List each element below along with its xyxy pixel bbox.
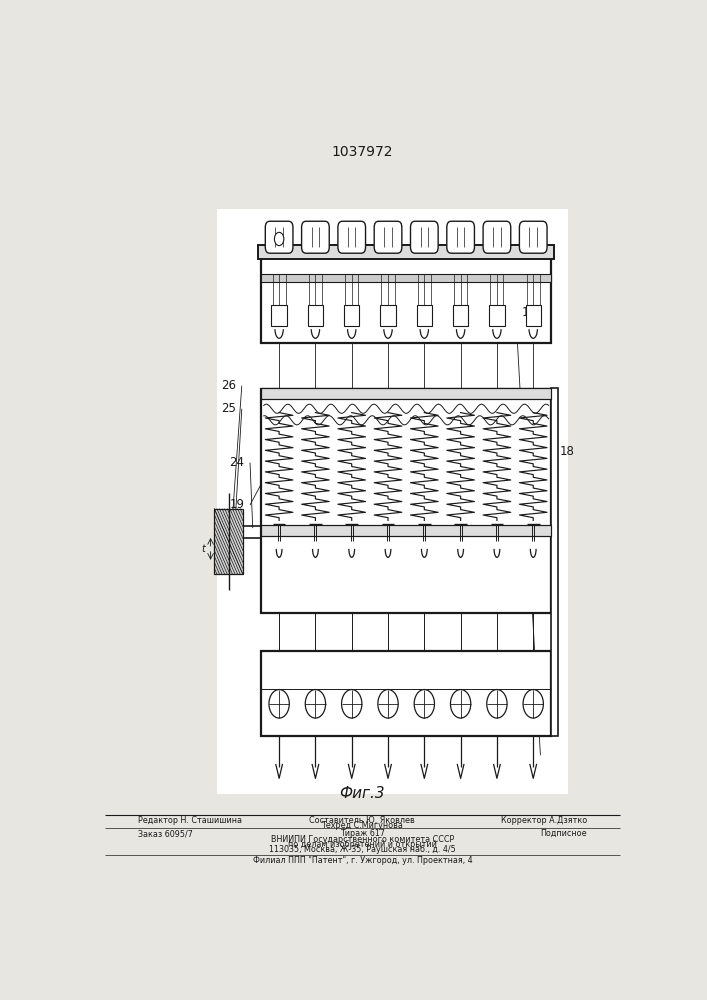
Circle shape: [523, 690, 544, 718]
Bar: [416, 305, 432, 326]
Circle shape: [305, 690, 326, 718]
Bar: [489, 305, 505, 326]
Text: 18: 18: [560, 445, 575, 458]
FancyBboxPatch shape: [338, 221, 366, 253]
Circle shape: [486, 690, 507, 718]
Text: Составитель Ю. Яковлев: Составитель Ю. Яковлев: [310, 816, 415, 825]
Text: 113035, Москва, Ж-35, Раушская наб., д. 4/5: 113035, Москва, Ж-35, Раушская наб., д. …: [269, 845, 456, 854]
Text: Редактор Н. Сташишина: Редактор Н. Сташишина: [138, 816, 242, 825]
Circle shape: [414, 690, 435, 718]
Text: по делам изобретений и открытий: по делам изобретений и открытий: [288, 840, 437, 849]
Text: Техред С.Мигунова: Техред С.Мигунова: [322, 821, 403, 830]
Bar: [258, 245, 554, 259]
Text: 1037972: 1037972: [332, 145, 393, 159]
Bar: [214, 509, 243, 574]
Text: 24: 24: [230, 456, 245, 469]
Text: 26: 26: [221, 379, 236, 392]
Bar: [271, 305, 287, 326]
Bar: [261, 388, 551, 399]
Bar: [380, 305, 396, 326]
Text: 25: 25: [221, 402, 236, 415]
FancyBboxPatch shape: [302, 221, 329, 253]
Circle shape: [274, 232, 284, 246]
Bar: [261, 388, 551, 399]
FancyBboxPatch shape: [483, 221, 510, 253]
FancyBboxPatch shape: [447, 221, 474, 253]
FancyBboxPatch shape: [411, 221, 438, 253]
Text: Корректор А.Дзятко: Корректор А.Дзятко: [501, 816, 587, 825]
Bar: [258, 245, 554, 259]
Bar: [261, 274, 551, 282]
Circle shape: [269, 690, 289, 718]
Text: 19: 19: [230, 498, 245, 512]
Text: Фиг.3: Фиг.3: [339, 786, 385, 801]
FancyBboxPatch shape: [374, 221, 402, 253]
Text: ВНИИПИ Государственного комитета СССР: ВНИИПИ Государственного комитета СССР: [271, 835, 454, 844]
Bar: [453, 305, 468, 326]
Bar: [308, 305, 323, 326]
Text: Подписное: Подписное: [540, 829, 587, 838]
Text: 17: 17: [521, 306, 536, 319]
Circle shape: [341, 690, 362, 718]
Text: Заказ 6095/7: Заказ 6095/7: [138, 829, 192, 838]
Text: Филиал ППП "Патент", г. Ужгород, ул. Проектная, 4: Филиал ППП "Патент", г. Ужгород, ул. Про…: [252, 856, 472, 865]
Text: t: t: [201, 544, 205, 554]
FancyBboxPatch shape: [520, 221, 547, 253]
Bar: [261, 525, 551, 536]
Bar: [261, 389, 551, 613]
Bar: [261, 247, 551, 343]
Bar: [525, 305, 541, 326]
Bar: [551, 388, 558, 736]
Bar: [344, 305, 359, 326]
Bar: [217, 209, 568, 794]
FancyBboxPatch shape: [265, 221, 293, 253]
Circle shape: [378, 690, 398, 718]
Bar: [261, 525, 551, 536]
Text: Тираж 617: Тираж 617: [340, 829, 385, 838]
Bar: [261, 651, 551, 736]
Circle shape: [450, 690, 471, 718]
